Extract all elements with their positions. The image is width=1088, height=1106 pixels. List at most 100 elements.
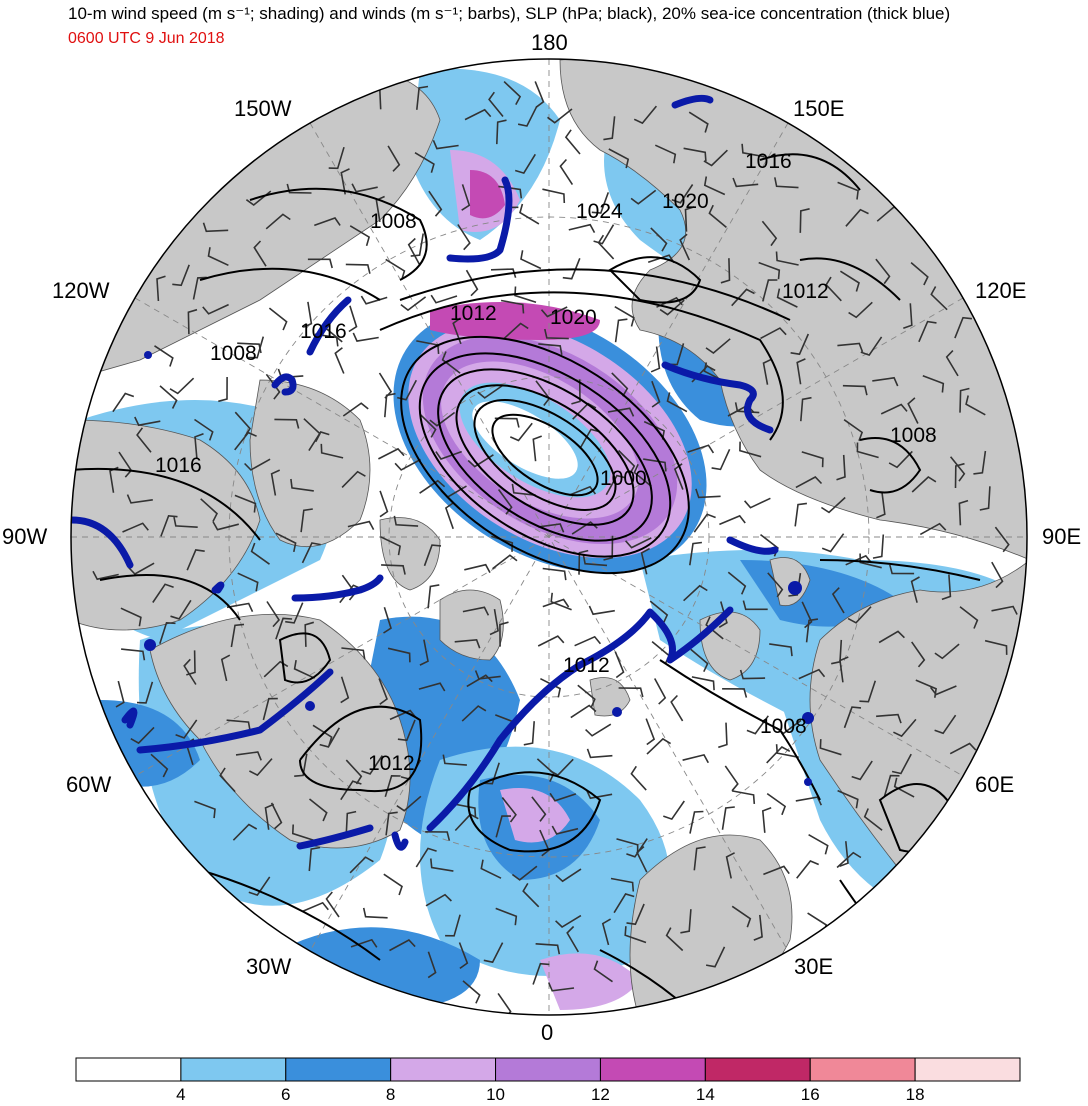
wind-barb [542,598,570,608]
isobar-label: 1020 [550,306,597,329]
wind-barb [566,925,579,953]
wind-barb [721,806,735,830]
wind-barb [633,105,658,125]
wind-barb [457,224,471,251]
wind-barb [488,91,504,118]
wind-barb [547,108,573,124]
wind-barb [480,859,502,879]
wind-barb [115,680,125,708]
wind-barb [665,927,684,952]
wind-barb [397,379,418,401]
wind-barb [328,146,345,170]
wind-barb [918,320,937,343]
wind-barb [202,222,229,233]
colorbar-tick-label: 8 [385,1085,396,1104]
colorbar-bin [390,1057,497,1082]
wind-barb [441,351,461,374]
wind-barb [907,397,919,424]
wind-barb [562,258,581,280]
wind-barb [722,688,748,698]
wind-barb [375,195,385,223]
wind-barb [845,554,873,566]
wind-barb [275,532,297,553]
wind-barb [991,605,1018,615]
isobar-label: 1012 [450,302,497,325]
isobar-label: 1016 [300,320,347,343]
lon-label-30e: 30E [794,954,834,979]
wind-barb [805,618,819,643]
slp-isobars [71,153,981,1015]
wind-barb [690,648,709,673]
wind-barb [183,658,197,685]
wind-barb [394,458,421,471]
wind-barb [503,81,522,105]
wind-barb [427,951,437,979]
wind-barb [325,891,340,918]
wind-barb [320,443,344,459]
wind-barb [383,873,403,896]
wind-barb [845,208,869,227]
wind-barb [497,992,512,1015]
wind-barb [651,380,661,408]
wind-barb [535,943,561,955]
wind-barb [160,514,178,537]
wind-barb [569,485,597,496]
wind-barb [430,858,454,872]
wind-barb [514,153,536,175]
wind-barb [582,554,608,567]
wind-barb [705,946,726,968]
wind-barb [542,188,566,204]
wind-barb [588,605,615,616]
wind-barb [633,463,652,488]
wind-barb [537,635,565,647]
wind-barb [837,789,859,809]
wind-barb [775,251,799,266]
wind-barb [415,847,437,868]
wind-barb [249,758,273,777]
wind-barb [614,318,628,343]
wind-barb [128,562,155,575]
wind-barb [945,350,959,377]
wind-barb [860,336,883,357]
wind-barb [136,427,152,453]
wind-barb [418,682,446,692]
wind-barb [464,563,491,573]
wind-barb [608,148,630,169]
wind-barb [703,149,728,167]
wind-barb [425,893,452,907]
wind-barb [494,417,520,428]
wind-barb [761,807,772,833]
wind-barb [126,494,153,504]
wind-barb [708,204,727,229]
wind-barb [614,306,635,327]
wind-barb [393,515,419,527]
wind-barb [266,601,281,628]
wind-barb [348,305,358,333]
wind-barb [741,143,765,158]
wind-barb [775,744,799,759]
wind-barb [610,877,635,892]
wind-barb [416,85,429,110]
wind-barb [878,630,905,644]
wind-barb [462,606,490,616]
wind-barb [766,746,791,764]
wind-barb [232,823,258,841]
wind-barb [361,755,383,775]
wind-barb [501,797,517,823]
wind-barb [427,584,440,609]
wind-barb [509,422,533,442]
wind-barb [423,544,442,567]
wind-barb [893,777,915,798]
wind-barb [683,147,707,162]
wind-barb [859,680,877,703]
wind-barb [769,643,793,657]
lon-label-0: 0 [541,1020,554,1045]
wind-barb [650,227,668,252]
wind-barb [452,317,462,345]
wind-barb [659,299,685,316]
wind-barb [511,865,538,881]
wind-barb [695,488,721,499]
wind-barb [445,914,461,937]
wind-barb [385,811,398,836]
wind-barb [577,684,596,708]
